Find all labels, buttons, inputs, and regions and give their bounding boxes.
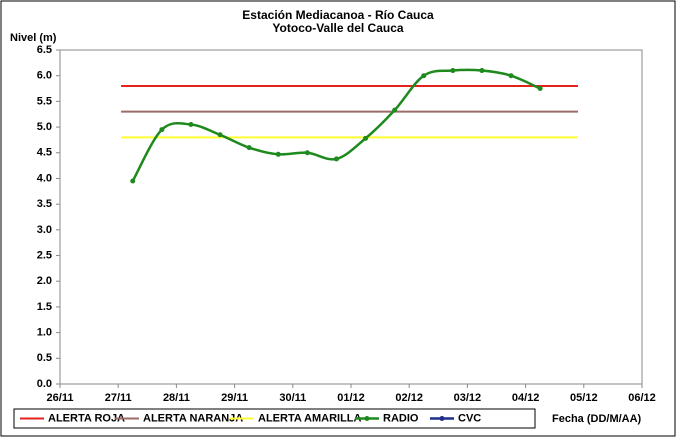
point — [333, 156, 339, 162]
y-tick-label: 3.5 — [37, 198, 52, 210]
point — [450, 68, 456, 74]
y-tick-label: 0.5 — [37, 352, 52, 364]
point — [537, 86, 543, 92]
legend-label: CVC — [458, 412, 481, 424]
legend-label: ALERTA NARANJA — [143, 412, 243, 424]
point — [217, 132, 223, 138]
x-tick-label: 30/11 — [279, 392, 306, 404]
point — [275, 151, 281, 157]
y-tick-label: 5.5 — [37, 95, 52, 107]
point — [159, 127, 165, 133]
legend-label: ALERTA AMARILLA — [258, 412, 362, 424]
point — [188, 122, 194, 128]
y-tick-label: 5.0 — [37, 121, 52, 133]
x-tick-label: 26/11 — [47, 392, 74, 404]
x-tick-label: 02/12 — [395, 392, 423, 404]
x-tick-label: 06/12 — [628, 392, 656, 404]
chart-title: Estación Mediacanoa - Río Cauca — [242, 8, 434, 22]
point — [421, 73, 427, 79]
legend-label: ALERTA ROJA — [48, 412, 125, 424]
y-tick-label: 6.5 — [37, 44, 52, 56]
x-tick-label: 29/11 — [221, 392, 248, 404]
x-tick-label: 27/11 — [105, 392, 132, 404]
point — [304, 150, 310, 156]
x-axis-label: Fecha (DD/M/AA) — [552, 413, 642, 425]
point — [363, 135, 369, 141]
y-tick-label: 4.5 — [37, 147, 52, 159]
legend-marker — [364, 416, 370, 421]
y-tick-label: 3.0 — [37, 224, 52, 236]
x-tick-label: 04/12 — [512, 392, 540, 404]
y-tick-label: 0.0 — [37, 378, 52, 390]
x-tick-label: 28/11 — [163, 392, 190, 404]
point — [508, 73, 514, 79]
x-tick-label: 05/12 — [570, 392, 598, 404]
y-tick-label: 6.0 — [37, 70, 52, 82]
legend-label: RADIO — [383, 412, 419, 424]
point — [246, 145, 252, 151]
y-tick-label: 1.0 — [37, 327, 52, 339]
y-tick-label: 4.0 — [37, 172, 52, 184]
legend-box — [13, 408, 536, 429]
y-tick-label: 2.0 — [37, 275, 52, 287]
x-tick-label: 03/12 — [454, 392, 482, 404]
point — [130, 178, 136, 184]
y-tick-label: 2.5 — [37, 249, 52, 261]
x-tick-label: 01/12 — [337, 392, 365, 404]
y-tick-label: 1.5 — [37, 301, 52, 313]
point — [479, 68, 485, 74]
y-axis-label: Nivel (m) — [10, 32, 57, 44]
chart-subtitle: Yotoco-Valle del Cauca — [272, 21, 403, 35]
point — [392, 107, 398, 113]
legend-marker — [439, 416, 445, 421]
